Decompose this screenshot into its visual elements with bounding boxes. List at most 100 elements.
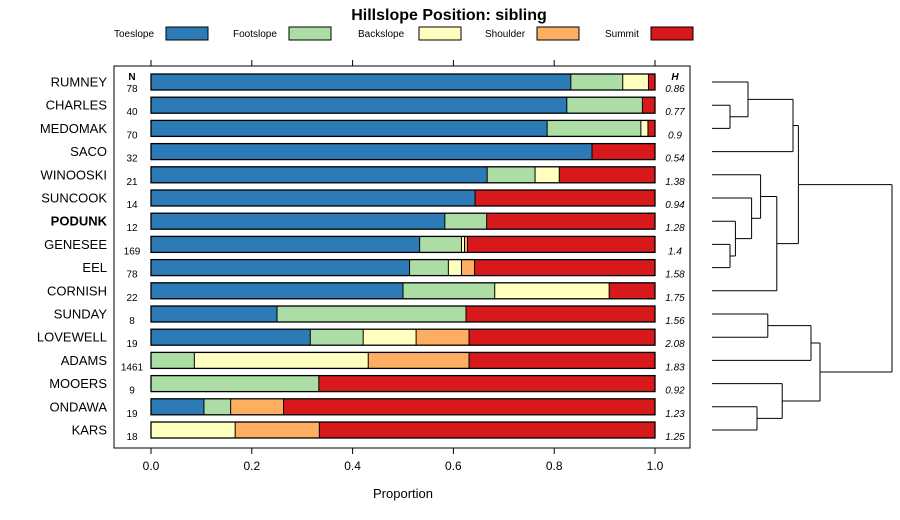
bar-outline-podunk: [150, 212, 656, 230]
bar-outline-rumney: [150, 73, 656, 91]
n-value-ondawa: 19: [126, 409, 138, 420]
row-label-cornish: CORNISH: [47, 283, 107, 298]
bar-area: [150, 73, 656, 439]
bar-cornish-toeslope: [151, 282, 403, 299]
bar-outline-mooers: [150, 374, 656, 393]
row-label-saco: SACO: [70, 144, 107, 159]
row-label-kars: KARS: [72, 423, 108, 438]
x-tick-label: 0.0: [143, 459, 160, 473]
bar-charles-summit: [642, 97, 655, 114]
bar-adams-footslope: [151, 352, 195, 369]
bar-ondawa-shoulder: [230, 398, 284, 415]
bar-suncook-summit: [475, 190, 655, 206]
x-tick-label: 0.6: [445, 459, 462, 473]
bar-cornish-backslope: [494, 282, 610, 299]
bar-winooski-toeslope: [151, 166, 488, 183]
legend: Toeslope Footslope Backslope Shoulder Summit: [114, 26, 694, 41]
bar-outline-suncook: [150, 189, 656, 207]
h-column: 0.86 0.77 0.9 0.54 1.38 0.94 1.28 1.4 1.58 1.75 1.…: [664, 84, 685, 443]
n-value-mooers: 9: [129, 386, 135, 397]
bar-eel-shoulder: [461, 259, 475, 276]
bar-outline-winooski: [150, 166, 656, 184]
n-value-kars: 18: [126, 432, 138, 443]
bar-genesee-summit: [467, 236, 656, 253]
bar-charles-toeslope: [151, 97, 567, 114]
legend-label-toeslope: Toeslope: [114, 29, 154, 40]
legend-label-backslope: Backslope: [358, 29, 405, 40]
n-value-winooski: 21: [126, 177, 138, 188]
bar-charles-footslope: [566, 97, 643, 114]
bar-adams-summit: [469, 352, 655, 369]
legend-swatch-footslope: [288, 26, 332, 41]
dendrogram: [712, 81, 893, 431]
bar-medomak-footslope: [547, 120, 641, 137]
bar-outline-cornish: [150, 282, 656, 300]
bar-lovewell-backslope: [363, 329, 417, 346]
h-value-charles: 0.77: [665, 107, 685, 118]
x-axis: 0.0 0.2 0.4 0.6 0.8 1.0: [143, 60, 664, 473]
legend-label-summit: Summit: [605, 29, 639, 40]
row-label-eel: EEL: [82, 260, 107, 275]
row-label-sunday: SUNDAY: [54, 307, 108, 322]
bar-winooski-footslope: [487, 166, 536, 183]
n-value-podunk: 12: [126, 223, 138, 234]
legend-swatch-backslope: [418, 26, 462, 41]
h-value-eel: 1.58: [665, 270, 685, 281]
bar-kars-backslope: [151, 422, 236, 438]
bar-eel-backslope: [448, 259, 462, 276]
bar-outline-medomak: [150, 119, 656, 138]
x-tick-label: 0.8: [546, 459, 563, 473]
bar-rumney-summit: [648, 74, 655, 90]
bar-winooski-backslope: [535, 166, 560, 183]
bar-eel-footslope: [409, 259, 449, 276]
bar-saco-summit: [592, 143, 655, 160]
h-value-ondawa: 1.23: [665, 409, 685, 420]
n-value-saco: 32: [126, 154, 138, 165]
bar-rumney-toeslope: [151, 74, 571, 90]
row-label-lovewell: LOVEWELL: [37, 330, 107, 345]
n-value-genesee: 169: [124, 246, 141, 257]
n-value-adams: 1461: [121, 362, 144, 373]
bar-medomak-summit: [647, 120, 655, 137]
n-value-charles: 40: [126, 107, 138, 118]
row-label-mooers: MOOERS: [49, 376, 107, 391]
n-value-lovewell: 19: [126, 339, 138, 350]
h-value-winooski: 1.38: [665, 177, 685, 188]
h-value-podunk: 1.28: [665, 223, 685, 234]
row-label-rumney: RUMNEY: [51, 75, 108, 90]
n-value-eel: 78: [126, 270, 138, 281]
legend-swatch-shoulder: [536, 26, 580, 41]
bar-adams-backslope: [194, 352, 369, 369]
plot-frame: [113, 65, 691, 449]
bar-kars-shoulder: [235, 422, 320, 438]
bar-lovewell-shoulder: [416, 329, 470, 346]
h-value-saco: 0.54: [665, 154, 685, 165]
bar-cornish-footslope: [403, 282, 495, 299]
h-value-mooers: 0.92: [665, 386, 685, 397]
bar-podunk-toeslope: [151, 213, 445, 230]
bar-podunk-summit: [486, 213, 655, 230]
bar-genesee-shoulder: [464, 236, 468, 253]
bar-outline-lovewell: [150, 328, 656, 346]
bar-sunday-summit: [466, 306, 655, 322]
h-value-sunday: 1.56: [665, 316, 685, 327]
bar-saco-toeslope: [151, 143, 592, 160]
bar-medomak-toeslope: [151, 120, 548, 137]
bar-winooski-summit: [559, 166, 655, 183]
bar-rumney-backslope: [622, 74, 649, 90]
row-label-winooski: WINOOSKI: [41, 167, 107, 182]
h-value-kars: 1.25: [665, 432, 685, 443]
row-labels: RUMNEY CHARLES MEDOMAK SACO WINOOSKI SUNCOOK P…: [37, 75, 108, 438]
bar-outline-sunday: [150, 305, 656, 323]
bar-ondawa-summit: [283, 398, 655, 415]
x-tick-label: 0.2: [243, 459, 260, 473]
legend-swatch-summit: [650, 26, 694, 41]
bar-lovewell-summit: [469, 329, 655, 346]
h-value-suncook: 0.94: [665, 200, 685, 211]
bar-outline-charles: [150, 96, 656, 114]
bar-lovewell-toeslope: [151, 329, 311, 346]
bar-outline-eel: [150, 258, 656, 277]
h-value-adams: 1.83: [665, 362, 685, 373]
row-label-adams: ADAMS: [61, 353, 108, 368]
